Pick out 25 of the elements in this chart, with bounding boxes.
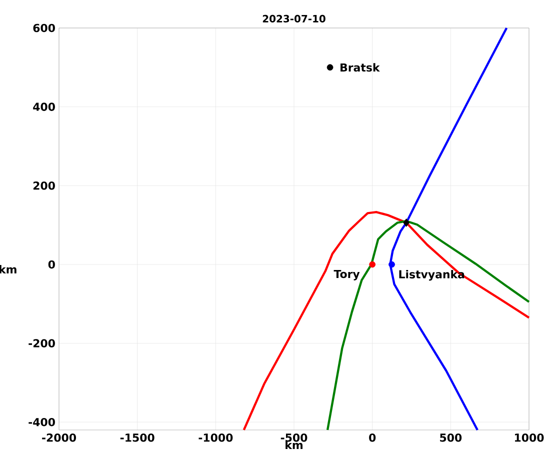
x-tick-label: 1000 (514, 434, 544, 442)
y-tick-label: -200 (28, 339, 55, 348)
line-series (242, 210, 530, 432)
point (388, 261, 395, 268)
line-series (389, 26, 508, 432)
y-tick-label: 400 (33, 102, 55, 111)
chart-title: 2023-07-10 (262, 14, 326, 22)
x-tick-label: 500 (440, 434, 462, 442)
y-tick-label: -400 (28, 418, 55, 426)
y-tick-label: 600 (33, 24, 55, 32)
x-tick-label: 0 (369, 434, 376, 442)
point (403, 218, 410, 227)
point (369, 261, 376, 268)
y-tick-label: 200 (33, 181, 55, 190)
x-tick-label: -1500 (120, 434, 154, 442)
point (326, 64, 334, 71)
series-label: Listvyanka (399, 270, 464, 281)
x-tick-label: -500 (280, 434, 308, 442)
series-label: Bratsk (340, 63, 380, 72)
series-label: Tory (334, 270, 360, 280)
x-tick-label: -1000 (198, 434, 233, 442)
line-series (326, 220, 530, 432)
x-tick-label: -2000 (42, 434, 76, 442)
y-tick-label: 0 (48, 260, 55, 269)
x-axis-title: km (286, 440, 302, 449)
